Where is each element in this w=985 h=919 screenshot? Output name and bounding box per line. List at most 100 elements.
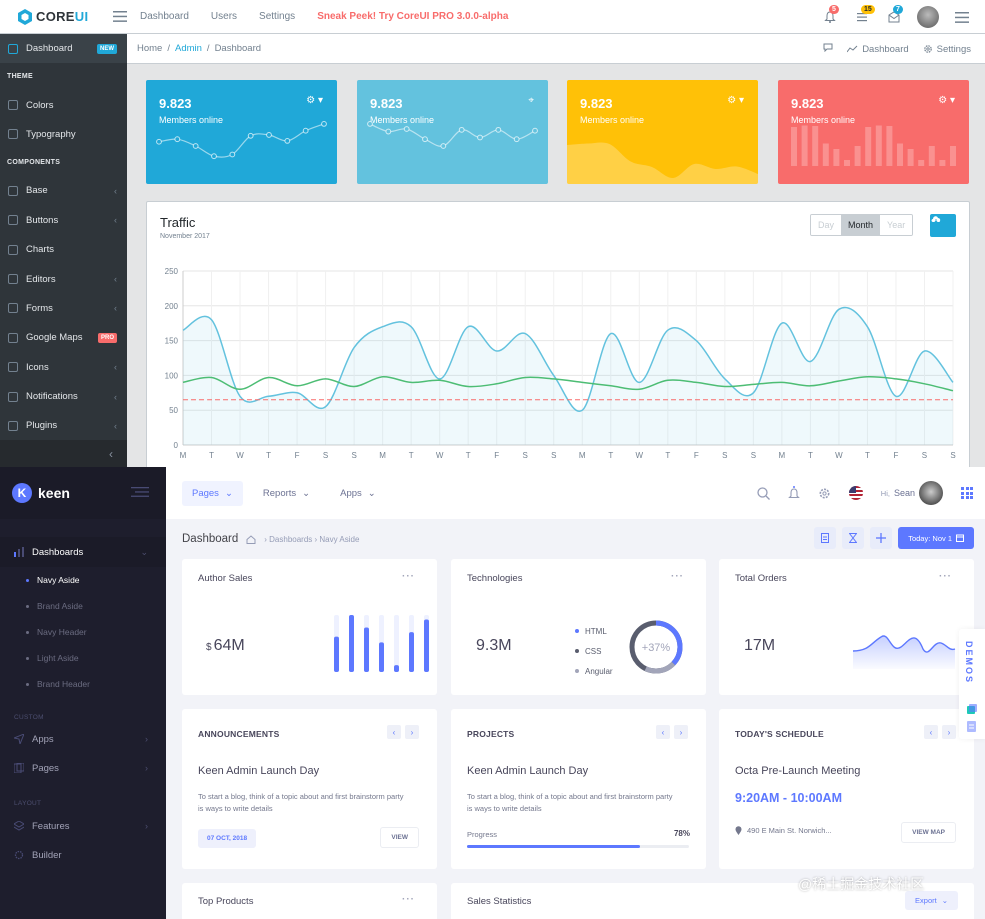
x-tick-label: F: [894, 451, 899, 460]
breadcrumb-settings-link[interactable]: Settings: [923, 44, 971, 55]
sidebar-item-colors[interactable]: Colors: [0, 90, 127, 119]
chart-bars-icon: [14, 547, 24, 557]
more-icon[interactable]: ···: [402, 571, 415, 582]
sidebar-item-forms[interactable]: Forms ‹: [0, 294, 127, 323]
submenu-item-brand-header[interactable]: Brand Header: [0, 671, 166, 697]
hamburger-icon[interactable]: [100, 11, 140, 22]
export-button[interactable]: Export ⌄: [905, 891, 958, 910]
layers-icon[interactable]: [967, 704, 977, 714]
breadcrumb-home[interactable]: Home: [137, 43, 163, 54]
sparkline-point: [247, 132, 254, 139]
sidebar-item-plugins[interactable]: Plugins ‹: [0, 411, 127, 440]
apps-grid-icon[interactable]: [961, 487, 973, 499]
submenu-item-navy-header[interactable]: Navy Header: [0, 619, 166, 645]
sidebar-item-buttons[interactable]: Buttons ‹: [0, 206, 127, 235]
sneak-peek-link[interactable]: Sneak Peek! Try CoreUI PRO 3.0.0-alpha: [317, 11, 509, 22]
sidebar-item-features[interactable]: Features ›: [0, 811, 166, 841]
mail-icon[interactable]: 7: [885, 5, 903, 26]
tab-label: Apps: [340, 487, 362, 499]
search-icon[interactable]: [757, 486, 770, 500]
sidebar-minimizer[interactable]: ‹: [0, 440, 127, 467]
list-icon[interactable]: 15: [853, 5, 875, 26]
add-button[interactable]: [870, 527, 893, 549]
gear-icon[interactable]: ⚙ ▾: [727, 95, 744, 106]
home-icon[interactable]: [246, 534, 256, 544]
sidebar-item-base[interactable]: Base ‹: [0, 176, 127, 205]
document-icon[interactable]: [967, 721, 976, 732]
next-button[interactable]: ›: [405, 725, 419, 739]
nav-dashboard[interactable]: Dashboard: [140, 11, 189, 22]
card-title: Author Sales: [198, 573, 253, 584]
location-icon[interactable]: ⌖: [528, 95, 534, 106]
submenu-item-brand-aside[interactable]: Brand Aside: [0, 593, 166, 619]
gear-icon[interactable]: ⚙ ▾: [938, 95, 955, 106]
sidebar-item-pages[interactable]: Pages ›: [0, 753, 166, 783]
breadcrumb-dashboard-link[interactable]: Dashboard: [847, 43, 909, 55]
breadcrumb-dashboard-label: Dashboard: [862, 43, 909, 55]
range-month-button[interactable]: Month: [841, 215, 881, 235]
sidebar-item-apps[interactable]: Apps ›: [0, 725, 166, 753]
sidebar-toggle-icon[interactable]: [131, 487, 149, 497]
x-tick-label: M: [379, 451, 386, 460]
us-flag-icon[interactable]: [848, 486, 863, 500]
demos-label: DEMOS: [964, 641, 974, 685]
keen-topbar: Pages ⌄ Reports ⌄ Apps ⌄ Hi, Sean: [166, 467, 985, 519]
sidebar-item-notifications[interactable]: Notifications ‹: [0, 382, 127, 411]
user-avatar[interactable]: [917, 6, 939, 28]
today-date-button[interactable]: Today: Nov 1: [898, 527, 974, 549]
view-map-button[interactable]: VIEW MAP: [901, 822, 956, 843]
coreui-brand[interactable]: COREUI: [0, 8, 100, 25]
sidebar-item-dashboard[interactable]: Dashboard NEW: [0, 34, 127, 64]
cloud-download-button[interactable]: [930, 214, 956, 237]
sidebar-item-dashboards[interactable]: Dashboards ⌄: [0, 537, 166, 567]
tab-pages[interactable]: Pages ⌄: [182, 480, 243, 506]
nav-users[interactable]: Users: [210, 11, 238, 22]
keen-brand[interactable]: K keen: [0, 467, 166, 519]
next-button[interactable]: ›: [674, 725, 688, 739]
bell-icon[interactable]: [787, 486, 800, 500]
sidebar-item-builder[interactable]: Builder: [0, 841, 166, 869]
file-button[interactable]: [814, 527, 837, 549]
more-icon[interactable]: ···: [671, 571, 684, 582]
next-button[interactable]: ›: [942, 725, 956, 739]
progress-label: Progress: [467, 830, 498, 839]
gear-icon[interactable]: [818, 487, 831, 500]
chevron-left-icon: ‹: [114, 362, 117, 373]
bullet-dot: [26, 578, 29, 582]
nav-settings[interactable]: Settings: [259, 11, 296, 22]
chevron-down-icon: ⌄: [367, 487, 376, 499]
tab-apps[interactable]: Apps ⌄: [330, 481, 386, 506]
stat-sparkline: [367, 121, 538, 149]
aside-menu-icon[interactable]: [953, 8, 971, 26]
tab-reports[interactable]: Reports ⌄: [253, 481, 320, 506]
sidebar-item-google-maps[interactable]: Google Maps PRO: [0, 323, 127, 352]
prev-button[interactable]: ‹: [387, 725, 401, 739]
range-year-button[interactable]: Year: [880, 215, 913, 235]
card-title: TODAY'S SCHEDULE: [735, 729, 824, 739]
view-button[interactable]: VIEW: [380, 827, 419, 848]
speech-icon[interactable]: [823, 43, 833, 55]
submenu-label: Brand Header: [37, 679, 90, 689]
breadcrumb[interactable]: › Dashboards › Navy Aside: [264, 534, 360, 544]
sidebar-item-typography[interactable]: Typography: [0, 120, 127, 149]
breadcrumb-admin[interactable]: Admin: [174, 43, 202, 54]
pages-icon: [14, 763, 24, 773]
prev-button[interactable]: ‹: [656, 725, 670, 739]
more-icon[interactable]: ···: [939, 571, 952, 582]
chevron-down-icon: ⌄: [941, 896, 948, 905]
sidebar-item-editors[interactable]: Editors ‹: [0, 264, 127, 293]
bell-icon[interactable]: 5: [821, 5, 839, 26]
submenu-item-light-aside[interactable]: Light Aside: [0, 645, 166, 671]
user-greeting[interactable]: Hi, Sean: [881, 481, 943, 505]
gear-icon[interactable]: ⚙ ▾: [306, 95, 323, 106]
demos-panel-toggle[interactable]: DEMOS: [959, 629, 985, 739]
sidebar-item-label: Pages: [32, 762, 59, 774]
sidebar-item-icons[interactable]: Icons ‹: [0, 353, 127, 382]
prev-button[interactable]: ‹: [924, 725, 938, 739]
submenu-item-navy-aside[interactable]: Navy Aside: [0, 567, 166, 593]
schedule-address-row: 490 E Main St. Norwich...: [735, 826, 832, 835]
hourglass-button[interactable]: [842, 527, 865, 549]
range-day-button[interactable]: Day: [811, 215, 842, 235]
sidebar-item-charts[interactable]: Charts: [0, 235, 127, 264]
more-icon[interactable]: ···: [402, 894, 415, 905]
